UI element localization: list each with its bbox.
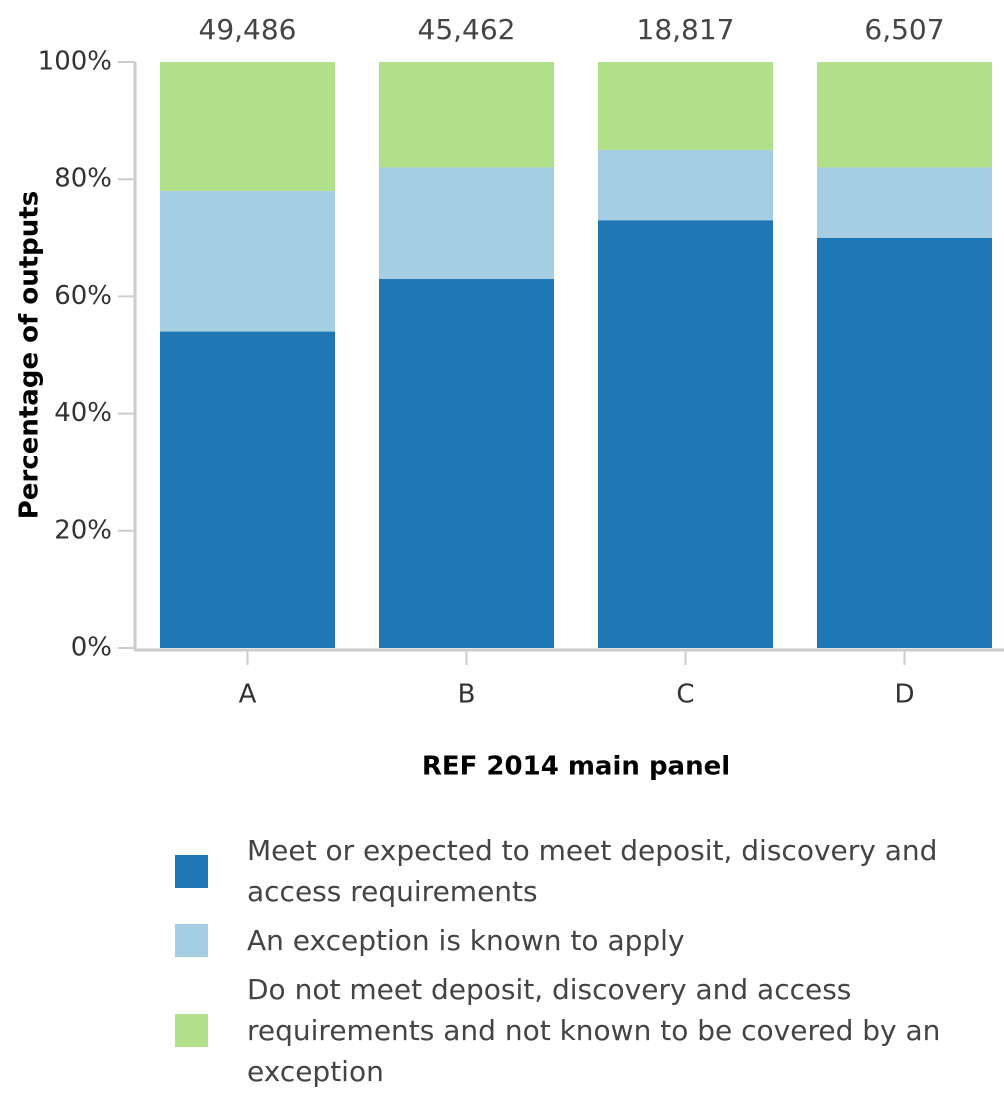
bar-total-label: 49,486 (199, 13, 297, 46)
legend-label: Do not meet deposit, discovery and acces… (247, 973, 941, 1088)
y-tick-label: 20% (54, 515, 112, 545)
y-tick-label: 80% (54, 164, 112, 194)
bar-segment (160, 62, 335, 191)
bar-segment (379, 62, 554, 168)
bar-segment (598, 62, 773, 150)
x-tick-label: A (239, 680, 257, 710)
y-tick-label: 100% (38, 47, 112, 77)
legend-label: An exception is known to apply (247, 924, 685, 957)
bar-segment (160, 190, 335, 332)
legend-item: Meet or expected to meet deposit, discov… (175, 830, 992, 912)
bar-total-label: 45,462 (418, 13, 516, 46)
legend-label: Meet or expected to meet deposit, discov… (247, 834, 938, 908)
x-tick-label: D (894, 680, 914, 710)
y-axis-title: Percentage of outputs (15, 191, 45, 519)
bar-segment (598, 220, 773, 648)
x-tick-label: B (458, 680, 476, 710)
bar-segment (160, 331, 335, 648)
bar-total-label: 18,817 (637, 13, 735, 46)
y-tick-label: 60% (54, 281, 112, 311)
y-tick-label: 40% (54, 398, 112, 428)
bar-segment (817, 237, 992, 649)
y-tick-label: 0% (71, 633, 112, 663)
bar-segment (817, 167, 992, 238)
bar-segment (379, 167, 554, 279)
legend-swatch (175, 1014, 208, 1047)
x-tick-label: C (676, 680, 694, 710)
bar-total-label: 6,507 (864, 13, 944, 46)
legend-swatch (175, 924, 208, 957)
legend-swatch (175, 854, 208, 888)
legend: Meet or expected to meet deposit, discov… (175, 830, 992, 1092)
bar-segment (598, 149, 773, 221)
x-axis-title: REF 2014 main panel (422, 752, 730, 782)
bar-segment (817, 62, 992, 168)
legend-item: Do not meet deposit, discovery and acces… (175, 969, 992, 1092)
legend-item: An exception is known to apply (175, 920, 992, 961)
bar-segment (379, 278, 554, 648)
